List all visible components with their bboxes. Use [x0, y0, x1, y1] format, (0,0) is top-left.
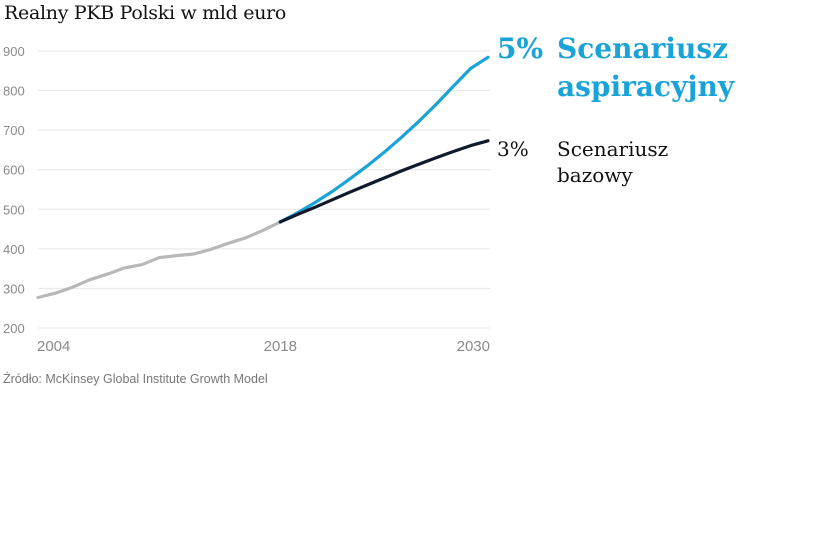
label-scenario-base: 3% Scenariusz bazowy [497, 136, 668, 188]
y-tick-label: 900 [3, 44, 25, 59]
aspirational-name-line2: aspiracyjny [557, 70, 735, 103]
aspirational-rate: 5% [497, 32, 544, 65]
x-axis-ticks: 2004 2018 2030 [37, 338, 490, 355]
series-line-scenariusz-bazowy [278, 139, 490, 224]
label-scenario-aspirational: 5% Scenariusz aspiracyjny [497, 30, 734, 106]
y-tick-label: 400 [3, 242, 25, 257]
x-tick-label: 2004 [37, 338, 70, 355]
series-line-historia [36, 220, 282, 300]
series-lines [36, 55, 490, 300]
y-tick-label: 700 [3, 123, 25, 138]
base-rate: 3% [497, 137, 529, 161]
y-axis-ticks: 200 300 400 500 600 700 800 900 [3, 44, 25, 336]
aspirational-name-line1: Scenariusz [557, 32, 728, 65]
base-name-line2: bazowy [557, 163, 633, 187]
series-line-scenariusz-aspiracyjny [278, 55, 490, 224]
source-note: Źródło: McKinsey Global Institute Growth… [3, 372, 268, 386]
x-tick-label: 2018 [264, 338, 297, 355]
chart-title: Realny PKB Polski w mld euro [4, 2, 287, 24]
y-tick-label: 200 [3, 321, 25, 336]
y-tick-label: 800 [3, 84, 25, 99]
base-name-line1: Scenariusz [557, 137, 669, 161]
y-tick-label: 600 [3, 163, 25, 178]
x-tick-label: 2030 [457, 338, 490, 355]
y-tick-label: 500 [3, 202, 25, 217]
y-tick-label: 300 [3, 281, 25, 296]
gridlines [38, 50, 490, 329]
